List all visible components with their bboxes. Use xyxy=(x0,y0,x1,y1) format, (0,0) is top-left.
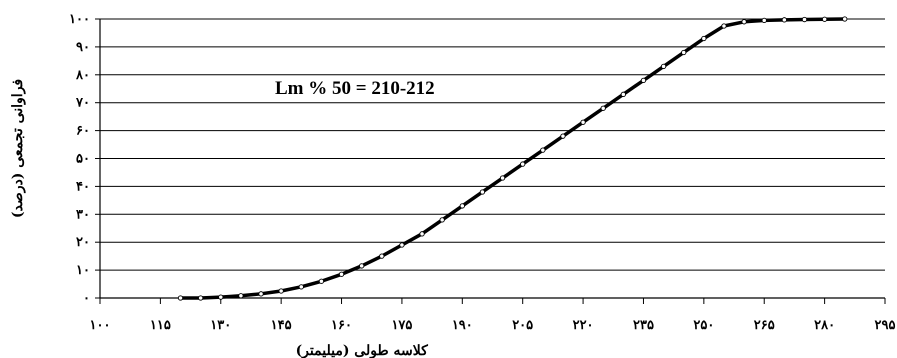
x-tick-label: ۲۵۰ xyxy=(693,318,714,333)
x-tick-label: ۲۸۰ xyxy=(814,318,835,333)
data-point xyxy=(620,91,626,97)
y-tick-label: ۴۰ xyxy=(76,179,90,194)
data-point xyxy=(278,288,284,294)
data-point xyxy=(359,263,365,269)
data-point xyxy=(701,35,707,42)
data-point xyxy=(640,77,647,84)
data-point xyxy=(781,17,788,23)
x-axis-title: کلاسه طولی (میلیمتر) xyxy=(296,343,429,358)
y-tick-label: ۹۰ xyxy=(76,40,90,55)
data-point xyxy=(741,19,747,25)
data-point xyxy=(540,147,546,153)
x-tick-label: ۱۴۵ xyxy=(271,318,292,333)
y-axis-title: فراوانی تجمعی (درصد) xyxy=(10,79,26,218)
data-point xyxy=(499,175,506,181)
data-point xyxy=(842,16,848,22)
data-point xyxy=(801,16,808,23)
data-point xyxy=(560,133,566,139)
data-point xyxy=(258,291,264,297)
y-tick-label: ۸۰ xyxy=(75,68,90,83)
y-tick-label: ۵۰ xyxy=(76,152,90,167)
x-tick-label: ۲۶۵ xyxy=(754,318,775,333)
data-point xyxy=(419,231,425,237)
data-point xyxy=(379,253,385,259)
data-point xyxy=(600,105,606,111)
x-tick-label: ۱۷۵ xyxy=(391,318,412,333)
grid-lines xyxy=(100,18,885,271)
y-tick-label: ۳۰ xyxy=(76,207,90,222)
x-tick-label: ۲۹۵ xyxy=(875,318,896,333)
x-tick-label: ۱۶۰ xyxy=(331,318,352,333)
data-point xyxy=(681,49,687,56)
y-axis-ticks: ۰ ۱۰ ۲۰ ۳۰ ۴۰ ۵۰ ۶۰ ۷۰ ۸۰ ۹۰ ۱۰۰ xyxy=(69,12,100,306)
data-point xyxy=(761,17,767,24)
data-point xyxy=(660,63,667,70)
y-tick-label: ۶۰ xyxy=(76,124,90,139)
x-tick-label: ۲۰۵ xyxy=(512,318,533,333)
data-point xyxy=(479,189,486,195)
y-tick-label: ۱۰ xyxy=(76,263,90,278)
x-tick-label: ۲۲۰ xyxy=(573,318,594,333)
data-point xyxy=(821,16,828,22)
data-point xyxy=(399,242,405,248)
x-tick-label: ۱۰۰ xyxy=(90,318,111,333)
data-point xyxy=(218,294,224,300)
y-tick-label: ۲۰ xyxy=(76,235,90,250)
y-tick-label: ۷۰ xyxy=(75,96,90,111)
data-point xyxy=(439,217,445,223)
data-point xyxy=(338,271,345,277)
series-layer xyxy=(177,16,848,301)
series-line xyxy=(180,17,845,300)
data-point xyxy=(318,278,325,284)
data-point xyxy=(197,295,204,301)
x-tick-label: ۱۳۰ xyxy=(210,318,231,333)
x-tick-label: ۲۳۵ xyxy=(633,318,654,333)
data-point xyxy=(177,295,184,301)
data-point xyxy=(459,203,465,209)
data-point xyxy=(721,23,727,29)
x-axis-ticks: ۱۰۰ ۱۱۵ ۱۳۰ ۱۴۵ ۱۶۰ ۱۷۵ ۱۹۰ ۲۰۵ ۲۲۰ ۲۳۵ ۲۵۰ ۲۶۵ ۲۸۰ ۲… xyxy=(90,298,896,333)
lm50-annotation: Lm % 50 = 210-212 xyxy=(275,78,435,99)
data-point xyxy=(298,284,304,290)
x-tick-label: ۱۹۰ xyxy=(452,318,473,333)
y-tick-label: ۰ xyxy=(83,291,90,306)
data-point xyxy=(520,161,526,167)
y-tick-label: ۱۰۰ xyxy=(69,12,90,27)
data-point xyxy=(238,293,244,299)
x-tick-label: ۱۱۵ xyxy=(150,318,171,333)
data-point xyxy=(580,119,586,125)
